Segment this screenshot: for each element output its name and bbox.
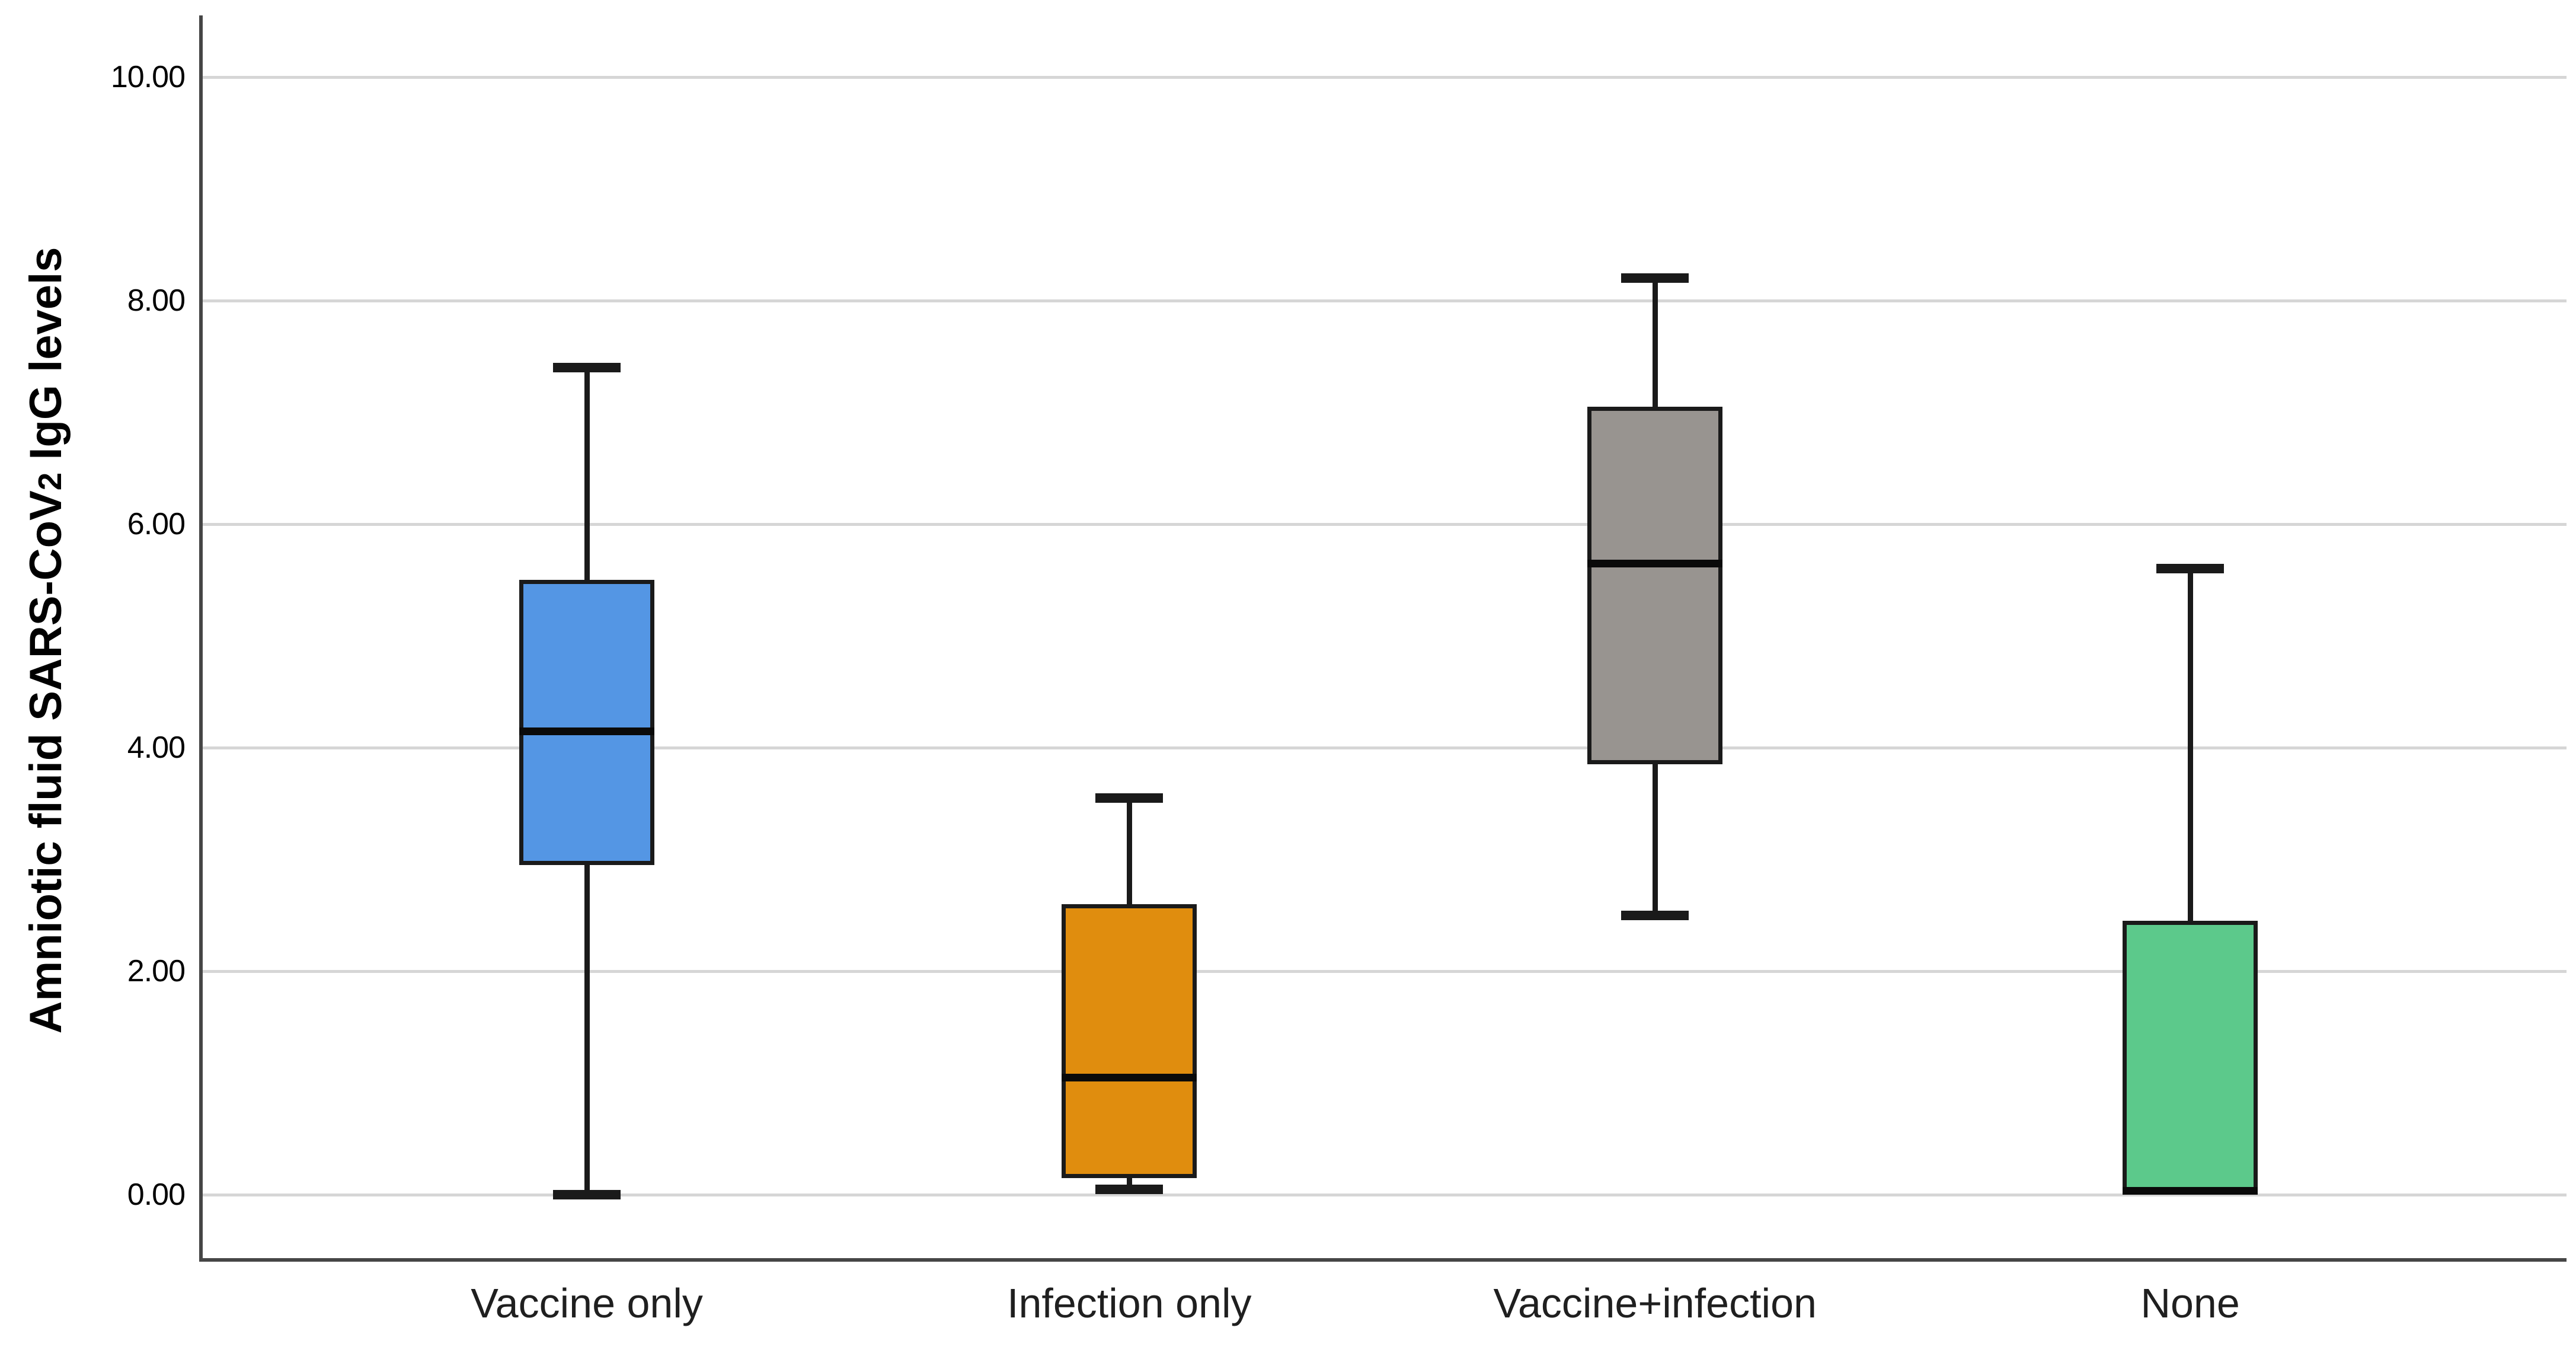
gridline xyxy=(203,299,2567,302)
gridline xyxy=(203,1194,2567,1196)
box-rect-vaccine-infection xyxy=(1587,407,1723,765)
y-tick-label: 8.00 xyxy=(127,283,186,318)
box-rect-none xyxy=(2123,921,2258,1195)
y-axis-line xyxy=(199,15,203,1262)
y-axis-title: Amniotic fluid SARS-CoV2 IgG levels xyxy=(18,47,75,1233)
whisker-cap-top-vaccine-infection xyxy=(1621,273,1689,283)
whisker-cap-top-vaccine-only xyxy=(553,363,621,373)
gridline xyxy=(203,76,2567,79)
median-line-infection-only xyxy=(1062,1074,1197,1082)
x-axis-line xyxy=(199,1258,2567,1262)
y-tick-label: 0.00 xyxy=(127,1178,186,1212)
median-line-none xyxy=(2123,1187,2258,1195)
gridline xyxy=(203,970,2567,973)
whisker-stem-lower-vaccine-infection xyxy=(1652,764,1658,915)
box-rect-vaccine-only xyxy=(519,580,655,865)
y-tick-label: 4.00 xyxy=(127,730,186,765)
y-axis-title-text: IgG levels xyxy=(21,247,71,473)
y-tick-label: 2.00 xyxy=(127,954,186,988)
whisker-stem-lower-vaccine-only xyxy=(584,864,590,1195)
whisker-cap-bottom-infection-only xyxy=(1095,1184,1164,1194)
whisker-stem-upper-none xyxy=(2187,569,2193,921)
x-category-label-infection-only: Infection only xyxy=(1007,1280,1252,1326)
whisker-stem-upper-infection-only xyxy=(1126,797,1132,904)
whisker-cap-bottom-vaccine-infection xyxy=(1621,910,1689,920)
whisker-cap-top-infection-only xyxy=(1095,793,1164,803)
x-category-label-vaccine-only: Vaccine only xyxy=(471,1280,703,1326)
median-line-vaccine-infection xyxy=(1587,559,1723,567)
x-category-label-vaccine-infection: Vaccine+infection xyxy=(1493,1280,1817,1326)
gridline xyxy=(203,523,2567,526)
box-rect-infection-only xyxy=(1062,904,1197,1178)
x-category-label-none: None xyxy=(2140,1280,2240,1326)
whisker-cap-bottom-vaccine-only xyxy=(553,1190,621,1199)
whisker-stem-lower-infection-only xyxy=(1126,1178,1132,1189)
y-tick-label: 10.00 xyxy=(110,60,186,94)
y-tick-label: 6.00 xyxy=(127,507,186,541)
whisker-stem-upper-vaccine-only xyxy=(584,368,590,580)
whisker-cap-top-none xyxy=(2156,564,2225,574)
whisker-stem-upper-vaccine-infection xyxy=(1652,278,1658,407)
gridline xyxy=(203,746,2567,749)
median-line-vaccine-only xyxy=(519,727,655,735)
y-axis-title-subscript: 2 xyxy=(31,472,68,491)
